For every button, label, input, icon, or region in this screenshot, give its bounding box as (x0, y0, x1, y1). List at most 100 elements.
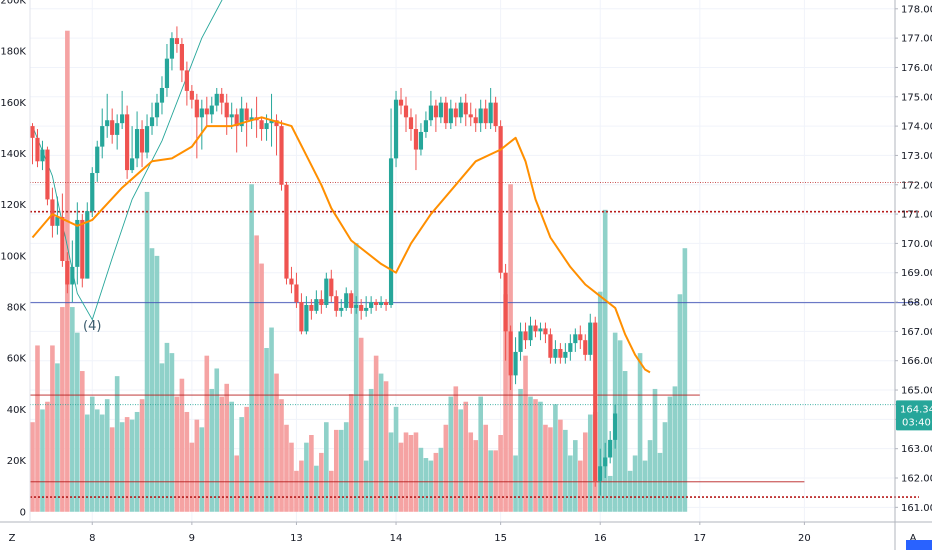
volume-bar (314, 465, 319, 512)
volume-bar (553, 404, 558, 512)
volume-bar (154, 255, 160, 512)
elliott-trendline (32, 0, 223, 321)
price-tick-label: 178.00 (901, 4, 932, 15)
volume-tick-label: 40K (7, 405, 27, 416)
candle-body (354, 304, 359, 308)
candle-body (55, 217, 60, 226)
volume-bar (558, 419, 563, 512)
candle-body (95, 146, 100, 174)
candle-body (528, 325, 533, 341)
volume-bars (30, 30, 688, 512)
price-tick-label: 174.00 (901, 122, 932, 133)
volume-bar (363, 460, 369, 512)
time-tick-label: 15 (494, 533, 507, 544)
candle-body (588, 322, 593, 355)
wave-label: (4) (83, 319, 101, 334)
volume-bar (573, 440, 578, 512)
volume-bar (443, 424, 449, 512)
candle-body (134, 129, 140, 159)
volume-bar (503, 294, 508, 512)
candle-body (120, 114, 125, 124)
volume-bar (309, 435, 314, 512)
candle-body (379, 302, 384, 305)
last-price-label: 164.34 (900, 404, 932, 415)
candle-body (403, 105, 409, 118)
scroll-indicator (906, 540, 932, 550)
price-tick-label: 171.00 (901, 210, 932, 221)
candle-body (289, 278, 294, 285)
volume-bar (114, 376, 120, 512)
time-tick-label: 16 (594, 533, 607, 544)
volume-bar (109, 427, 115, 512)
candle-body (543, 328, 548, 335)
candle-body (488, 102, 493, 124)
volume-bar (413, 432, 419, 512)
volume-bar (393, 406, 399, 512)
volume-bar (214, 368, 220, 512)
candle-body (493, 102, 498, 127)
candle-body (80, 219, 85, 279)
volume-bar (523, 355, 528, 512)
time-tick-label: 13 (290, 533, 303, 544)
volume-bar (607, 475, 613, 512)
volume-bar (304, 442, 309, 512)
price-tick-label: 173.00 (901, 151, 932, 162)
volume-bar (324, 422, 329, 512)
volume-tick-label: 60K (7, 354, 27, 365)
candle-body (503, 272, 508, 332)
candle-body (259, 120, 264, 130)
volume-bar (538, 401, 543, 512)
candle-body (593, 322, 598, 481)
time-tick-label: 17 (693, 533, 706, 544)
candle-body (443, 102, 448, 124)
candle-body (463, 102, 468, 115)
candle-body (398, 99, 404, 106)
volume-bar (329, 470, 334, 512)
candle-body (279, 126, 284, 185)
candle-body (100, 126, 105, 147)
candle-body (553, 348, 558, 358)
volume-bar (433, 452, 439, 512)
volume-bar (129, 419, 135, 512)
price-candles (30, 26, 618, 496)
time-tick-label: 14 (390, 533, 403, 544)
volume-tick-label: 140K (0, 149, 26, 160)
candle-body (533, 325, 538, 332)
volume-bar (94, 409, 100, 512)
volume-tick-label: 120K (0, 200, 26, 211)
price-tick-label: 170.00 (901, 239, 932, 250)
candle-body (558, 348, 563, 358)
volume-bar (84, 414, 90, 512)
candle-body (115, 123, 120, 135)
volume-bar (652, 388, 658, 512)
volume-bar (60, 307, 65, 512)
candle-body (159, 87, 165, 103)
candle-body (299, 302, 304, 332)
candle-body (189, 90, 194, 100)
price-tick-label: 168.00 (901, 298, 932, 309)
candle-body (50, 199, 55, 226)
volume-bar (259, 263, 264, 512)
volume-bar (587, 414, 593, 512)
price-tick-label: 161.00 (901, 503, 932, 514)
candle-body (184, 70, 189, 91)
volume-bar (99, 414, 105, 512)
volume-bar (353, 243, 359, 512)
volume-bar (104, 399, 110, 512)
candle-body (294, 284, 299, 303)
candle-body (239, 108, 244, 127)
candle-body (309, 304, 314, 311)
candle-body (563, 351, 568, 358)
volume-bar (493, 450, 498, 512)
candle-body (344, 293, 349, 308)
volume-tick-label: 80K (7, 303, 27, 314)
volume-bar (383, 381, 389, 512)
volume-bar (164, 342, 170, 512)
volume-bar (533, 399, 538, 512)
volume-bar (40, 409, 45, 512)
candle-body (229, 114, 234, 118)
volume-bar (473, 440, 479, 512)
time-tick-label: 8 (89, 533, 95, 544)
volume-bar (333, 429, 339, 512)
